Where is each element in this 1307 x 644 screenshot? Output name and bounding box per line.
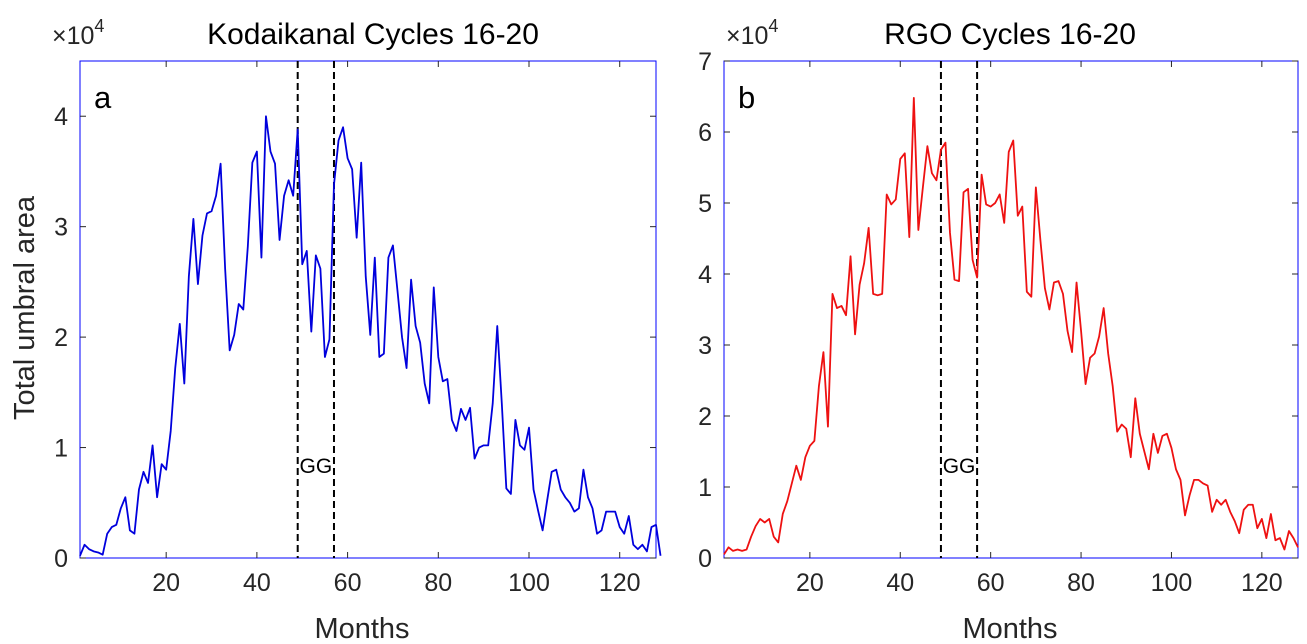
chart-b-ytick-label: 4 [698,261,712,289]
chart-b-plot-frame [723,60,1299,559]
chart-a-ytick-label: 0 [54,545,68,573]
chart-a-panel-label: a [94,80,112,115]
chart-b-panel-label: b [738,80,755,115]
chart-a-xtick-label: 80 [424,569,452,597]
chart-a-plot-frame [79,60,657,559]
chart-b-multiplier: ×104 [726,16,778,50]
chart-b-xtick-label: 80 [1067,569,1095,597]
chart-a-multiplier-exp: 4 [94,16,104,36]
chart-b: RGO Cycles 16-20 ×104 20 40 60 80 100 120 0 1 2… [698,16,1299,644]
chart-b-ytick-label: 1 [698,474,712,502]
chart-b-x-axis: 20 40 60 80 100 120 [796,61,1283,597]
chart-b-ytick-label: 3 [698,332,712,360]
chart-b-y-axis: 0 1 2 3 4 5 6 7 [698,48,1298,573]
chart-a: Kodaikanal Cycles 16-20 ×104 20 40 60 80 100… [9,16,662,644]
chart-b-ytick-label: 2 [698,403,712,431]
chart-b-xtick-label: 120 [1241,569,1283,597]
chart-a-ylabel: Total umbral area [9,195,41,420]
chart-a-ytick-label: 2 [54,324,68,352]
chart-a-xtick-label: 100 [508,569,550,597]
chart-b-annotation-gg: GG [943,455,976,478]
chart-a-title: Kodaikanal Cycles 16-20 [207,18,539,51]
chart-b-ytick-label: 7 [698,48,712,76]
chart-b-title: RGO Cycles 16-20 [884,18,1136,51]
chart-a-xtick-label: 60 [334,569,362,597]
chart-a-ytick-label: 1 [54,435,68,463]
chart-a-xlabel: Months [314,613,409,644]
chart-a-series-line [79,115,662,557]
chart-b-series-line [723,97,1299,555]
chart-a-xtick-label: 120 [599,569,641,597]
chart-b-ytick-label: 6 [698,119,712,147]
chart-a-x-axis: 20 40 60 80 100 120 [152,61,641,597]
chart-b-xlabel: Months [962,613,1057,644]
chart-a-xtick-label: 40 [243,569,271,597]
chart-b-xtick-label: 100 [1151,569,1193,597]
chart-a-xtick-label: 20 [152,569,180,597]
chart-b-xtick-label: 40 [886,569,914,597]
chart-a-ytick-label: 3 [54,214,68,242]
chart-a-ytick-label: 4 [54,103,68,131]
chart-a-multiplier: ×104 [52,16,104,50]
chart-b-ytick-label: 5 [698,190,712,218]
chart-a-y-axis: 0 1 2 3 4 [54,103,656,573]
chart-b-ytick-label: 0 [698,545,712,573]
chart-a-annotation-gg: GG [300,455,333,478]
chart-b-multiplier-exp: 4 [768,16,778,36]
chart-b-xtick-label: 60 [977,569,1005,597]
chart-b-xtick-label: 20 [796,569,824,597]
